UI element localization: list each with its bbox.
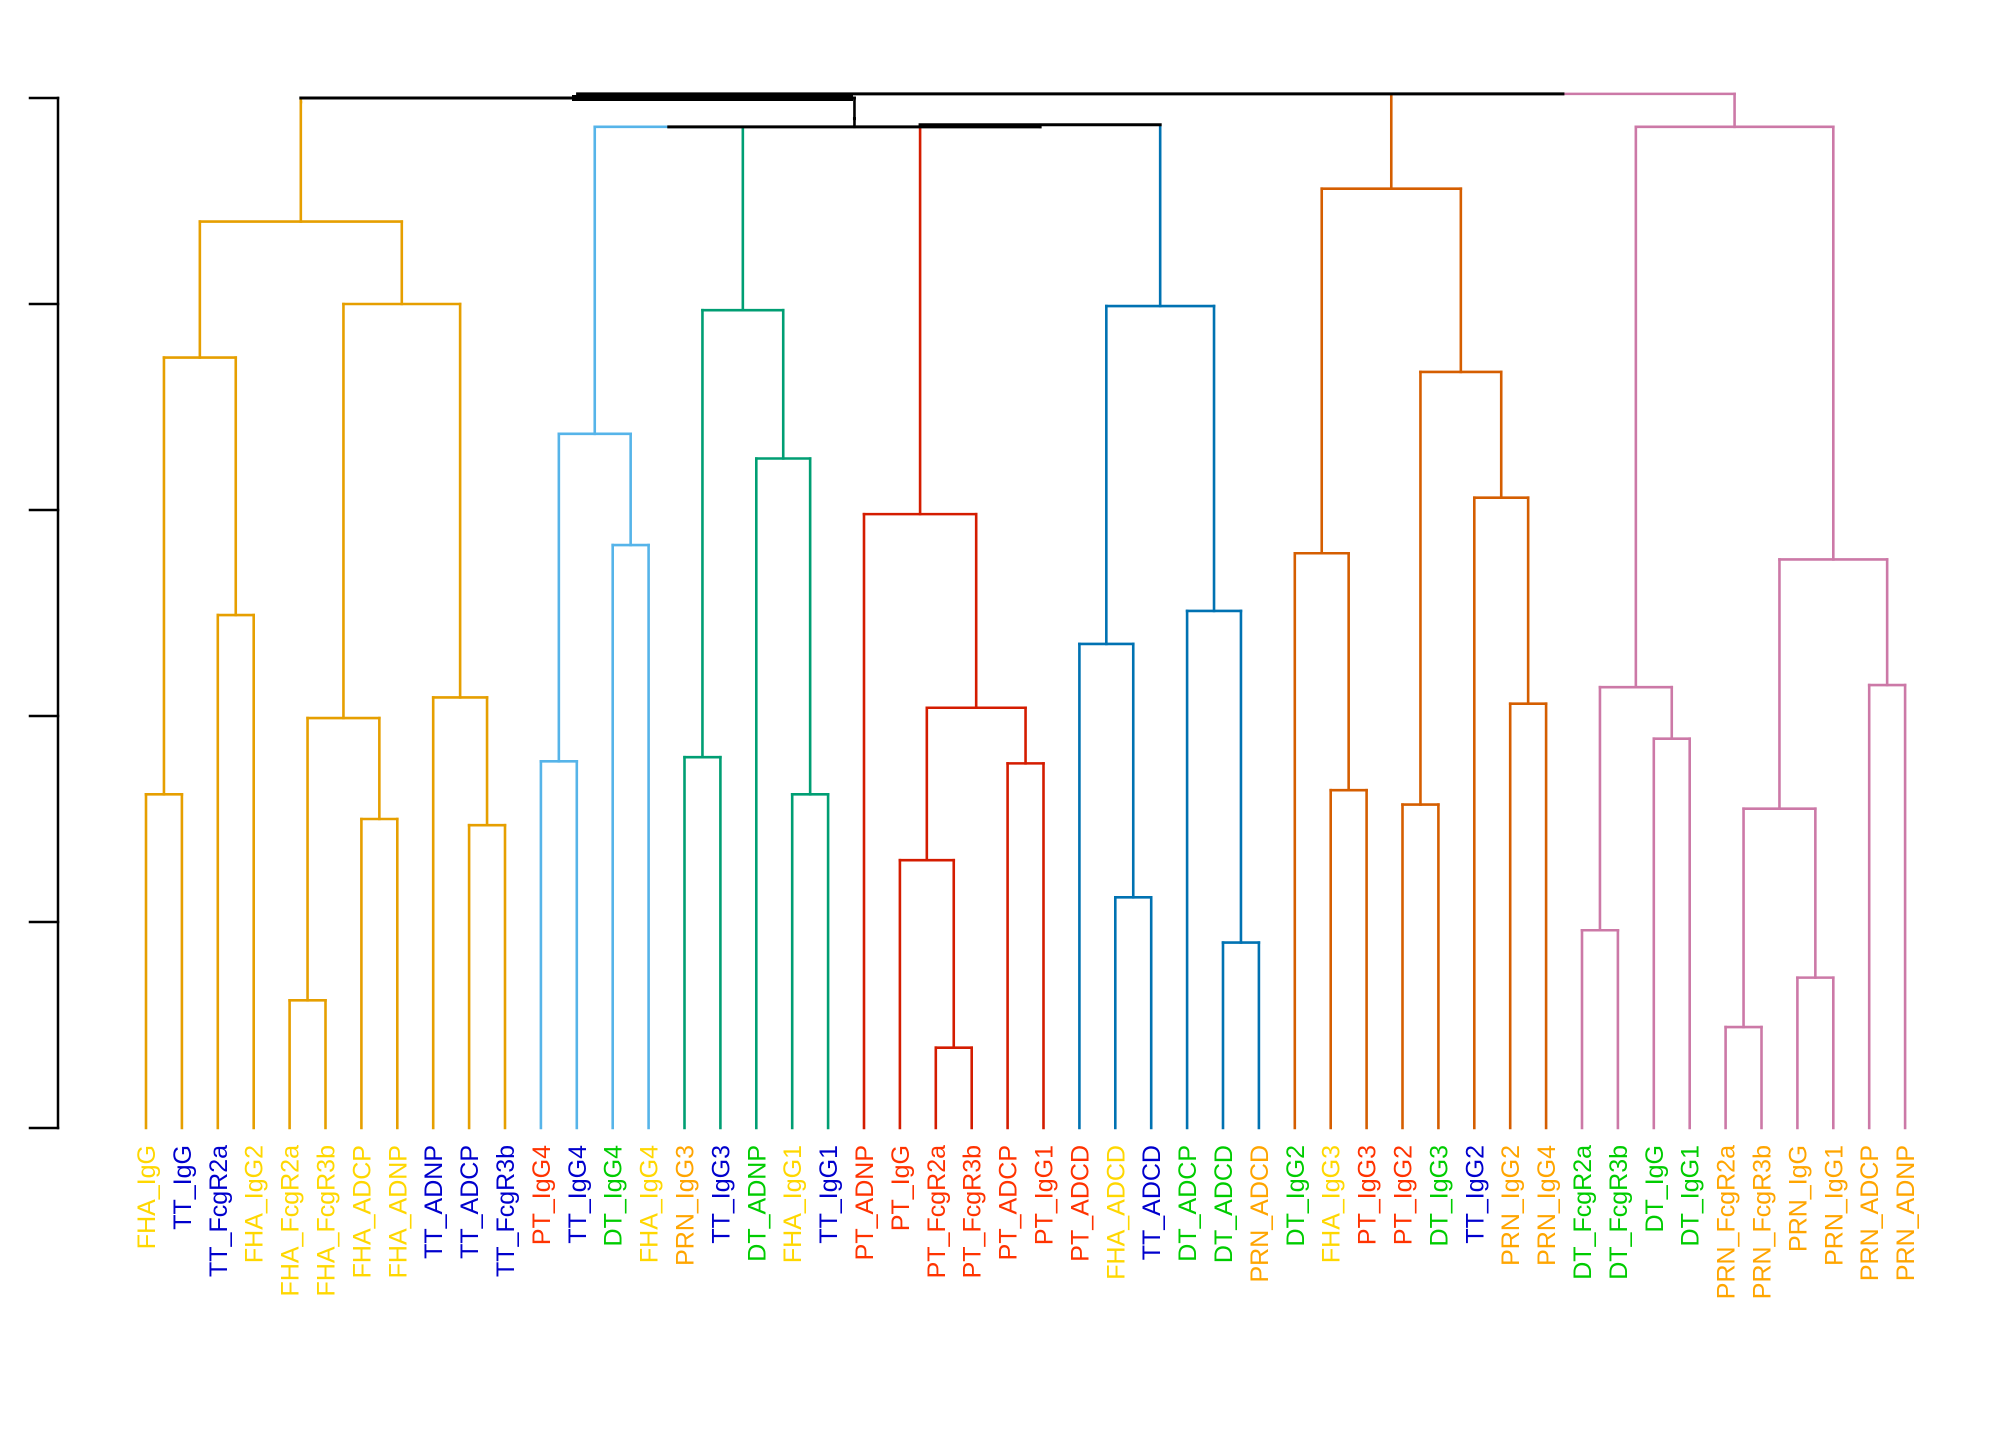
leaf-label: TT_IgG2 (1461, 1145, 1489, 1244)
leaf-label: DT_FcgR2a (1569, 1145, 1597, 1280)
leaf-label: PT_IgG2 (1390, 1145, 1418, 1245)
leaf-label: TT_IgG4 (564, 1145, 592, 1244)
leaf-label: PT_ADCP (995, 1145, 1023, 1260)
leaf-label: DT_ADNP (743, 1145, 771, 1262)
leaf-label: TT_FcgR3b (492, 1145, 520, 1277)
leaf-label: PT_ADCD (1066, 1145, 1094, 1262)
leaf-label: PRN_ADNP (1892, 1145, 1920, 1281)
leaf-label: PRN_FcgR2a (1713, 1145, 1741, 1299)
leaf-label: FHA_IgG1 (779, 1145, 807, 1263)
leaf-label: FHA_ADNP (384, 1145, 412, 1278)
leaf-label: PT_FcgR2a (923, 1145, 951, 1278)
leaf-label: FHA_FcgR2a (277, 1145, 305, 1297)
leaf-label: FHA_IgG3 (1318, 1145, 1346, 1263)
leaf-label: PT_IgG3 (1354, 1145, 1382, 1245)
leaf-label: TT_IgG3 (707, 1145, 735, 1244)
leaf-label: TT_IgG1 (815, 1145, 843, 1244)
leaf-label: TT_IgG (169, 1145, 197, 1230)
leaf-label: PRN_ADCP (1856, 1145, 1884, 1281)
y-axis (28, 96, 60, 1130)
leaf-label: DT_FcgR3b (1605, 1145, 1633, 1280)
leaf-label: PRN_IgG (1784, 1145, 1812, 1252)
leaf-label: PRN_IgG3 (672, 1145, 700, 1266)
leaf-label: FHA_ADCD (1102, 1145, 1130, 1280)
leaf-label: TT_ADCD (1138, 1145, 1166, 1260)
leaf-label: FHA_IgG4 (636, 1145, 664, 1263)
leaf-label: PT_IgG4 (528, 1145, 556, 1245)
leaf-label: DT_ADCP (1174, 1145, 1202, 1262)
leaf-label: DT_IgG4 (600, 1145, 628, 1247)
dendrogram-branches (144, 92, 1907, 1130)
leaf-label: DT_IgG3 (1425, 1145, 1453, 1246)
leaf-label: TT_ADCP (456, 1145, 484, 1259)
leaf-label: PRN_IgG1 (1820, 1145, 1848, 1266)
leaf-label: PRN_ADCD (1246, 1145, 1274, 1283)
leaf-label: FHA_IgG (133, 1145, 161, 1249)
leaf-labels: FHA_IgG TT_IgG TT_FcgR2a FHA_IgG2 FHA_FcgR2a… (133, 1145, 1920, 1299)
leaf-label: PT_FcgR3b (959, 1145, 987, 1278)
leaf-label: PRN_FcgR3b (1749, 1145, 1777, 1299)
leaf-label: PRN_IgG2 (1497, 1145, 1525, 1266)
leaf-label: PRN_IgG4 (1533, 1145, 1561, 1266)
leaf-label: PT_IgG (887, 1145, 915, 1231)
leaf-label: FHA_IgG2 (241, 1145, 269, 1263)
leaf-label: TT_ADNP (420, 1145, 448, 1259)
leaf-label: PT_ADNP (851, 1145, 879, 1260)
leaf-label: DT_IgG1 (1677, 1145, 1705, 1246)
leaf-label: TT_FcgR2a (205, 1145, 233, 1277)
leaf-label: DT_ADCD (1210, 1145, 1238, 1263)
leaf-label: FHA_ADCP (348, 1145, 376, 1278)
leaf-label: FHA_FcgR3b (313, 1145, 341, 1296)
leaf-label: DT_IgG (1641, 1145, 1669, 1233)
leaf-label: PT_IgG1 (1031, 1145, 1059, 1245)
leaf-label: DT_IgG2 (1282, 1145, 1310, 1246)
